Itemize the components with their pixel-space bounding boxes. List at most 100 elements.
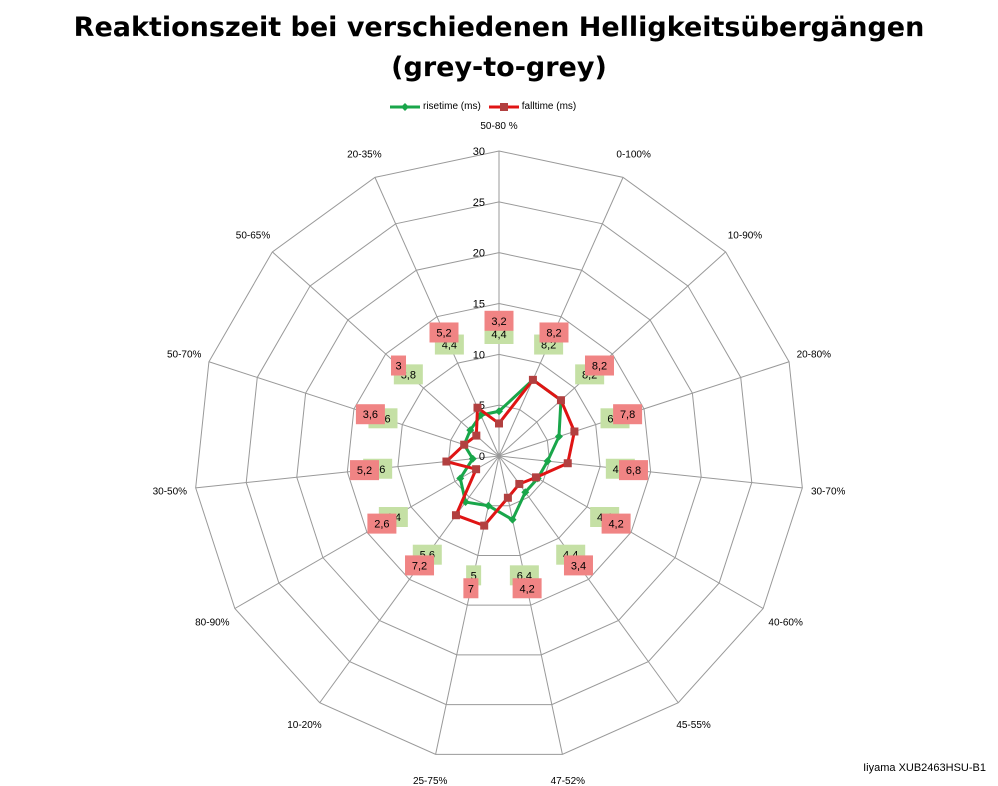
fall-label-bg: [613, 404, 643, 425]
grid-ring: [245, 201, 753, 706]
legend-fall-swatch: [488, 102, 519, 111]
fall-label-bg: [429, 322, 459, 343]
fall-label-bg: [484, 310, 514, 331]
fall-label-bg: [355, 404, 385, 425]
rise-data-label: 4,4: [442, 340, 457, 352]
grid-spoke: [195, 455, 500, 489]
grid-spoke: [498, 455, 679, 704]
grid-spoke: [208, 361, 500, 457]
axis-tick-label: 10: [473, 349, 485, 361]
fall-data-label: 3,4: [571, 560, 586, 572]
category-label: 30-50%: [153, 487, 188, 498]
fall-point: [531, 473, 540, 482]
fall-data-label: 5,2: [357, 465, 372, 477]
fall-point: [556, 396, 565, 405]
rise-point: [554, 432, 563, 441]
fall-point: [472, 465, 481, 474]
category-label: 80-90%: [195, 618, 230, 629]
fall-data-label: 4,2: [608, 519, 623, 531]
fall-data-label: 3: [395, 361, 401, 373]
series-fall-line: [444, 378, 576, 528]
grid-spoke: [319, 455, 500, 704]
rise-point: [508, 515, 517, 524]
grid-spoke: [498, 177, 624, 457]
fall-data-label: 4,2: [519, 583, 534, 595]
fall-point: [570, 427, 579, 436]
legend-rise-label: risetime (ms): [423, 101, 481, 112]
rise-point: [466, 426, 475, 435]
fall-point: [480, 521, 489, 530]
chart-title-line1: Reaktionszeit bei verschiedenen Helligke…: [73, 12, 925, 43]
grid-ring: [397, 353, 601, 556]
category-label: 45-55%: [676, 720, 711, 731]
grid-ring: [296, 252, 702, 656]
grid-spoke: [498, 455, 764, 609]
category-label: 10-90%: [728, 231, 763, 242]
fall-data-label: 7: [468, 583, 474, 595]
rise-point: [521, 488, 530, 497]
fall-data-label: 5,2: [436, 327, 451, 339]
legend: risetime (ms) falltime (ms): [390, 101, 576, 112]
fall-data-label: 2,6: [374, 519, 389, 531]
fall-data-label: 6,8: [626, 465, 641, 477]
fall-data-label: 8,2: [546, 327, 561, 339]
fall-point: [563, 459, 572, 468]
fall-data-label: 7,8: [620, 409, 635, 421]
fall-label-bg: [391, 355, 407, 376]
fall-label-bg: [367, 513, 397, 534]
fall-data-label: 8,2: [592, 361, 607, 373]
legend-fall-label: falltime (ms): [521, 101, 577, 112]
fall-label-bg: [618, 460, 648, 481]
fall-label-bg: [584, 355, 614, 376]
category-label: 47-52%: [551, 776, 586, 786]
legend-rise-swatch: [390, 102, 420, 111]
grid-ring: [346, 302, 652, 606]
chart-title-line2: (grey-to-grey): [391, 52, 607, 83]
grid-ring: [447, 404, 551, 507]
grid-spoke: [272, 251, 500, 457]
category-label: 10-20%: [287, 720, 322, 731]
fall-label-bg: [563, 555, 593, 576]
fall-point: [442, 457, 451, 466]
category-label: 30-70%: [811, 487, 846, 498]
grid-spoke: [498, 455, 563, 755]
fall-label-bg: [405, 555, 435, 576]
axis-tick-label: 0: [479, 451, 485, 463]
legend-item-rise: risetime (ms): [390, 101, 481, 112]
rise-point: [484, 501, 493, 510]
category-label: 20-35%: [347, 150, 382, 161]
axis-tick-label: 5: [479, 400, 485, 412]
fall-data-label: 7,2: [412, 560, 427, 572]
fall-point: [473, 403, 482, 412]
category-label: 40-60%: [768, 618, 803, 629]
fall-point: [472, 431, 481, 440]
fall-point: [528, 375, 537, 384]
grid-spoke: [234, 455, 500, 609]
axis-tick-label: 20: [473, 248, 485, 260]
axis-tick-label: 25: [473, 197, 485, 209]
fall-point: [515, 479, 524, 488]
rise-data-label: 4,4: [491, 329, 506, 341]
rise-point: [543, 457, 552, 466]
category-label: 25-75%: [413, 776, 448, 786]
category-label: 50-65%: [236, 231, 271, 242]
grid-spoke: [498, 361, 790, 457]
fall-data-label: 3,2: [491, 316, 506, 328]
fall-label-bg: [601, 513, 631, 534]
rise-data-label: 8,2: [541, 340, 556, 352]
legend-item-fall: falltime (ms): [488, 101, 577, 112]
fall-label-bg: [350, 460, 380, 481]
rise-point: [468, 454, 477, 463]
rise-point: [495, 407, 503, 416]
fall-point: [503, 493, 512, 502]
fall-label-bg: [463, 578, 479, 599]
fall-label-bg: [539, 322, 569, 343]
category-label: 0-100%: [616, 150, 651, 161]
axis-tick-label: 30: [473, 146, 485, 158]
grid-spoke: [498, 251, 726, 457]
fall-data-label: 3,6: [363, 409, 378, 421]
fall-point: [451, 511, 460, 520]
fall-label-bg: [512, 578, 542, 599]
fall-point: [495, 419, 503, 428]
